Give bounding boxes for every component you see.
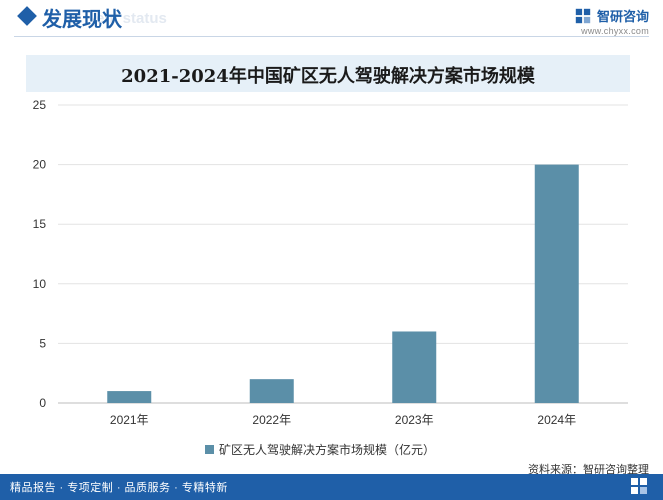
brand-url: www.chyxx.com	[581, 26, 649, 36]
chart-legend: 矿区无人驾驶解决方案市场规模（亿元）	[205, 441, 435, 458]
top-header: ent status 发展现状 智研咨询 www.chyxx.com	[0, 0, 663, 36]
y-tick-label: 10	[33, 277, 47, 291]
y-tick-label: 0	[39, 396, 46, 410]
brand-block: 智研咨询 www.chyxx.com	[574, 6, 649, 36]
y-tick-label: 25	[33, 98, 47, 112]
x-tick-label: 2021年	[110, 413, 149, 427]
brand-logo-icon	[575, 8, 591, 23]
x-tick-label: 2023年	[395, 413, 434, 427]
x-tick-label: 2024年	[537, 413, 576, 427]
bar	[107, 391, 152, 403]
legend-swatch	[205, 445, 214, 454]
y-tick-label: 15	[33, 217, 47, 231]
x-tick-label: 2022年	[252, 413, 291, 427]
bar	[534, 164, 579, 403]
section-subtitle: ent status	[96, 10, 167, 27]
brand-name: 智研咨询	[596, 9, 649, 24]
source-note: 资料来源：智研咨询整理	[528, 464, 649, 476]
y-tick-label: 5	[39, 336, 46, 350]
footer-logo-icon	[631, 478, 647, 494]
bar	[249, 379, 294, 403]
footer-band	[0, 474, 663, 500]
footer-tagline: 精品报告 · 专项定制 · 品质服务 · 专精特新	[10, 482, 228, 494]
header-divider	[14, 36, 649, 37]
legend-label: 矿区无人驾驶解决方案市场规模（亿元）	[219, 443, 436, 457]
section-title: 发展现状	[42, 9, 122, 31]
chart-title: 2021-2024年中国矿区无人驾驶解决方案市场规模	[121, 66, 535, 87]
bar	[392, 331, 437, 403]
y-tick-label: 20	[33, 158, 47, 172]
chart-title-band	[26, 55, 630, 92]
